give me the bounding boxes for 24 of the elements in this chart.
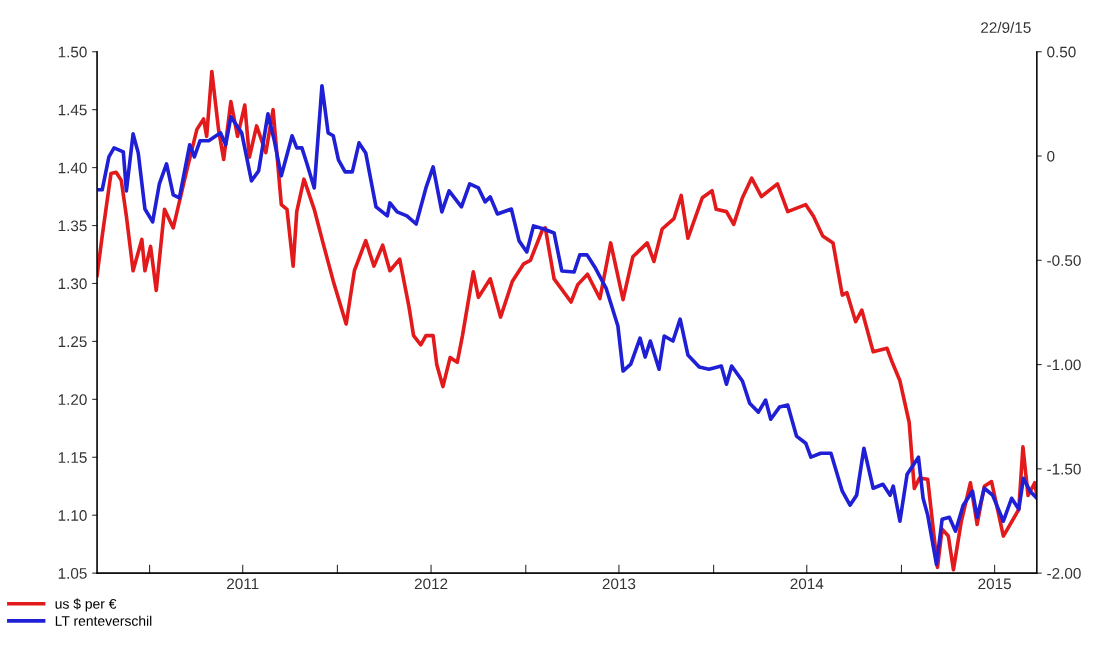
y2-tick-label: 0 xyxy=(1047,150,1055,162)
x-tick-label: 2014 xyxy=(790,578,824,590)
x-tick-label: 2012 xyxy=(414,578,448,590)
legend-label: us $ per € xyxy=(55,598,117,612)
x-tick-label: 2011 xyxy=(227,578,259,590)
y-tick-label: 1.15 xyxy=(58,452,87,463)
y-tick-label: 1.25 xyxy=(58,336,87,348)
y-tick-label: 1.05 xyxy=(58,567,87,579)
y-tick-label: 1.20 xyxy=(58,394,87,406)
y2-tick-label: -0.50 xyxy=(1047,255,1081,266)
text: 22/9/15 xyxy=(981,21,1031,34)
y2-tick-label: 0.50 xyxy=(1047,46,1076,58)
y-tick-label: 1.10 xyxy=(58,510,87,521)
y2-tick-label: -1.00 xyxy=(1047,359,1081,371)
y-tick-label: 1.35 xyxy=(58,220,87,232)
y-tick-label: 1.50 xyxy=(58,46,87,58)
legend-label: LT renteverschil xyxy=(55,615,152,626)
y-tick-label: 1.30 xyxy=(58,278,87,290)
y-tick-label: 1.40 xyxy=(58,162,87,174)
x-tick-label: 2013 xyxy=(602,578,636,590)
y-tick-label: 1.45 xyxy=(58,104,87,116)
y2-tick-label: -2.00 xyxy=(1047,567,1081,579)
x-tick-label: 2015 xyxy=(978,578,1011,590)
y2-tick-label: -1.50 xyxy=(1047,463,1081,475)
